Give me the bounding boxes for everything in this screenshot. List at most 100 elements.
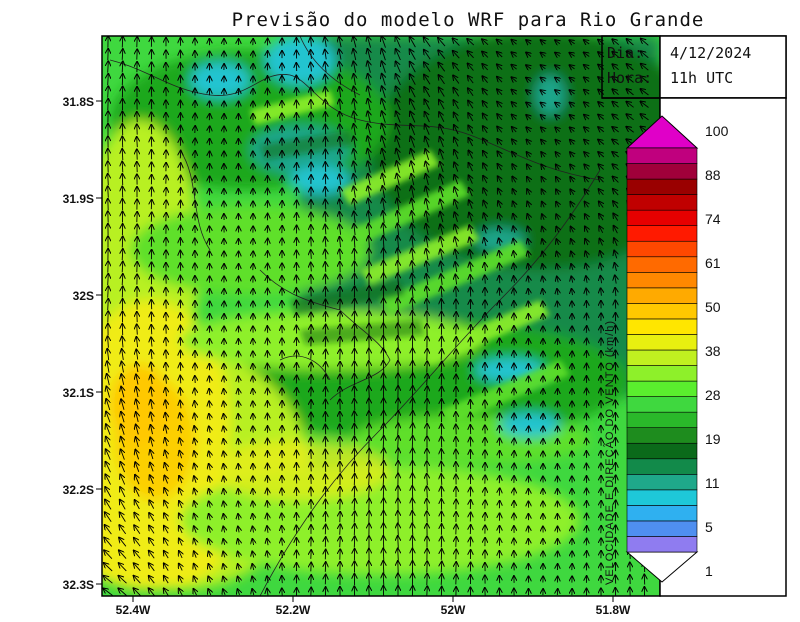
wind-arrow bbox=[412, 524, 413, 536]
colorbar-swatch bbox=[627, 257, 697, 273]
wind-arrow bbox=[108, 174, 109, 185]
colorbar-swatch bbox=[627, 428, 697, 444]
lon-tick-label: 51.8W bbox=[596, 603, 631, 617]
wind-arrow bbox=[398, 411, 399, 423]
colorbar-panel: VELOCIDADE E DIREÇÃO DO VENTO (km/h) 100… bbox=[603, 98, 786, 596]
wind-arrow bbox=[253, 389, 254, 395]
wind-arrow bbox=[412, 511, 413, 523]
wind-arrow bbox=[441, 562, 442, 573]
wind-arrow bbox=[325, 187, 326, 197]
colorbar-swatch bbox=[627, 210, 697, 226]
wind-arrow bbox=[354, 249, 355, 260]
wind-arrow bbox=[108, 186, 109, 197]
wind-arrow bbox=[543, 302, 544, 308]
wind-arrow bbox=[383, 461, 384, 473]
colorbar-swatch bbox=[627, 412, 697, 428]
colorbar-swatch bbox=[627, 443, 697, 459]
hour-label: Hora: bbox=[607, 69, 652, 87]
wind-arrow bbox=[122, 149, 123, 160]
wind-arrow bbox=[398, 324, 399, 336]
day-value: 4/12/2024 bbox=[670, 44, 751, 62]
colorbar-label: 88 bbox=[705, 167, 721, 183]
colorbar-swatch bbox=[627, 536, 697, 552]
wind-arrow bbox=[340, 537, 341, 547]
wind-arrow bbox=[151, 325, 152, 334]
wind-arrow bbox=[108, 86, 109, 97]
colorbar-swatch bbox=[627, 272, 697, 288]
wind-arrow bbox=[137, 137, 138, 147]
wind-arrow bbox=[108, 61, 109, 72]
colorbar-swatch bbox=[627, 303, 697, 319]
colorbar-label: 74 bbox=[705, 211, 721, 227]
colorbar-label: 100 bbox=[705, 123, 729, 139]
colorbar-label: 11 bbox=[705, 475, 720, 491]
wind-arrow bbox=[398, 336, 399, 348]
wind-arrow bbox=[456, 287, 457, 297]
forecast-time-box: Dia: 4/12/2024 Hora: 11h UTC bbox=[602, 36, 786, 98]
wind-arrow bbox=[325, 100, 326, 110]
wind-arrow bbox=[427, 386, 428, 397]
colorbar-title: VELOCIDADE E DIREÇÃO DO VENTO (km/h) bbox=[603, 320, 616, 585]
wind-arrow bbox=[267, 489, 268, 496]
colorbar-swatch bbox=[627, 350, 697, 366]
wind-arrow bbox=[354, 511, 355, 522]
colorbar-swatch bbox=[627, 505, 697, 521]
colorbar-swatch bbox=[627, 148, 697, 164]
wind-arrow bbox=[311, 250, 312, 259]
wind-arrow bbox=[180, 376, 181, 384]
lat-tick-label: 32.2S bbox=[63, 483, 94, 497]
wind-arrow bbox=[427, 499, 428, 510]
wind-arrow bbox=[398, 536, 399, 548]
lat-tick-label: 31.9S bbox=[63, 192, 94, 206]
colorbar-swatch bbox=[627, 241, 697, 257]
wind-arrow bbox=[412, 499, 413, 511]
wind-arrow bbox=[485, 275, 486, 283]
wind-arrow bbox=[441, 474, 442, 485]
wind-arrow bbox=[122, 262, 123, 273]
wind-arrow bbox=[441, 349, 442, 360]
wind-arrow bbox=[427, 374, 428, 385]
wind-arrow bbox=[122, 62, 123, 73]
wind-arrow bbox=[253, 364, 254, 370]
longitude-axis: 52.4W 52.2W 52W 51.8W bbox=[116, 596, 631, 617]
colorbar-swatch bbox=[627, 381, 697, 397]
colorbar-swatch bbox=[627, 179, 697, 195]
colorbar-swatch bbox=[627, 366, 697, 382]
colorbar-swatch bbox=[627, 195, 697, 211]
wind-arrow bbox=[354, 386, 355, 397]
colorbar-swatch bbox=[627, 288, 697, 304]
wind-arrow bbox=[354, 499, 355, 510]
wind-arrow bbox=[108, 286, 109, 297]
wind-arrow bbox=[108, 74, 109, 85]
colorbar-swatch bbox=[627, 397, 697, 413]
wind-arrow bbox=[383, 549, 384, 561]
wind-arrow bbox=[137, 237, 138, 247]
wind-arrow bbox=[383, 474, 384, 486]
colorbar-label: 61 bbox=[705, 255, 721, 271]
colorbar-swatch bbox=[627, 459, 697, 475]
lon-tick-label: 52.4W bbox=[116, 603, 151, 617]
wind-arrow bbox=[412, 424, 413, 436]
wind-arrow bbox=[383, 574, 384, 586]
wind-arrow bbox=[383, 361, 384, 373]
wind-arrow bbox=[166, 350, 167, 358]
lat-tick-label: 31.8S bbox=[63, 95, 94, 109]
wind-arrow bbox=[398, 549, 399, 561]
wind-arrow bbox=[354, 411, 355, 422]
wind-arrow bbox=[427, 474, 428, 485]
hour-value: 11h UTC bbox=[670, 69, 733, 87]
wind-arrow bbox=[369, 574, 370, 586]
wind-arrow bbox=[340, 424, 341, 434]
day-label: Dia: bbox=[607, 44, 643, 62]
wind-arrow bbox=[398, 449, 399, 461]
wind-arrow bbox=[282, 501, 283, 508]
wind-arrow bbox=[514, 289, 515, 296]
wind-arrow bbox=[122, 162, 123, 173]
wind-arrow bbox=[369, 461, 370, 473]
colorbar-label: 28 bbox=[705, 387, 721, 403]
colorbar-swatches bbox=[627, 116, 697, 582]
wind-arrow bbox=[238, 364, 239, 370]
wind-arrow bbox=[340, 524, 341, 534]
wind-arrow bbox=[253, 376, 254, 382]
